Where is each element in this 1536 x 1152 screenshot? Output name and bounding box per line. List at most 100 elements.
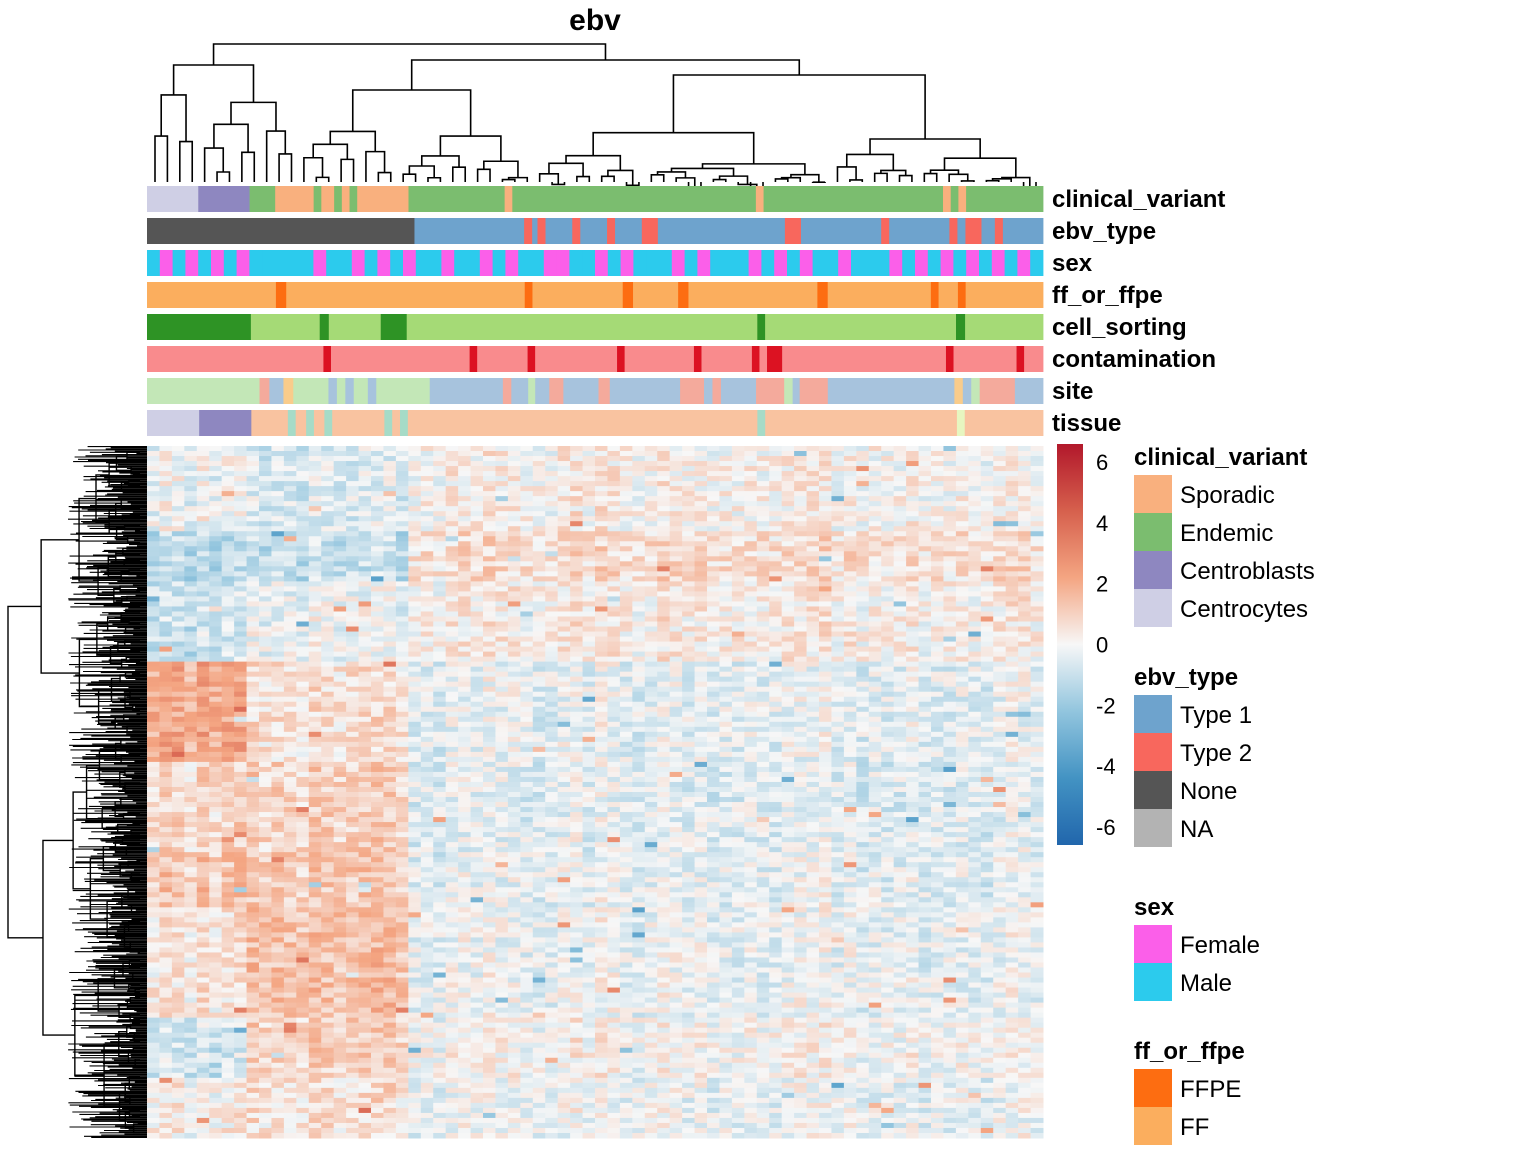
heatmap-cell — [980, 606, 994, 612]
heatmap-cell — [881, 616, 895, 622]
heatmap-cell — [719, 731, 733, 738]
heatmap-cell — [744, 716, 758, 723]
heatmap-cell — [1030, 586, 1044, 592]
heatmap-cell — [445, 751, 459, 758]
heatmap-cell — [196, 681, 210, 688]
heatmap-cell — [918, 631, 932, 638]
heatmap-cell — [445, 476, 459, 482]
heatmap-cell — [794, 626, 808, 633]
heatmap-cell — [196, 666, 210, 673]
heatmap-cell — [570, 516, 584, 522]
heatmap-cell — [868, 676, 882, 683]
heatmap-cell — [433, 556, 447, 562]
heatmap-cell — [271, 561, 285, 567]
annotation-cell — [657, 218, 786, 244]
heatmap-cell — [632, 626, 646, 633]
heatmap-cell — [545, 506, 559, 512]
heatmap-cell — [868, 446, 882, 452]
heatmap-cell — [570, 551, 584, 557]
heatmap-cell — [619, 761, 633, 768]
heatmap-cell — [843, 566, 857, 572]
heatmap-cell — [346, 641, 360, 648]
heatmap-cell — [259, 741, 272, 748]
heatmap-cell — [781, 456, 795, 462]
heatmap-cell — [607, 671, 621, 678]
heatmap-cell — [955, 511, 969, 517]
heatmap-cell — [906, 636, 920, 643]
heatmap-cell — [458, 681, 472, 688]
heatmap-cell — [881, 626, 895, 633]
heatmap-cell — [1018, 496, 1032, 502]
heatmap-cell — [955, 676, 969, 683]
heatmap-cell — [184, 531, 198, 537]
heatmap-cell — [283, 481, 297, 487]
annotation-cell — [957, 218, 966, 244]
heatmap-cell — [906, 751, 920, 758]
heatmap-cell — [458, 586, 472, 592]
heatmap-cell — [520, 531, 534, 537]
heatmap-cell — [532, 601, 546, 607]
heatmap-cell — [545, 616, 559, 622]
heatmap-cell — [707, 701, 720, 708]
heatmap-cell — [296, 456, 310, 462]
heatmap-cell — [644, 676, 658, 683]
heatmap-cell — [843, 736, 857, 743]
heatmap-cell — [694, 636, 708, 643]
heatmap-cell — [171, 636, 185, 643]
annotation-cell — [763, 186, 944, 212]
heatmap-cell — [893, 556, 907, 562]
heatmap-cell — [420, 541, 434, 547]
heatmap-cell — [893, 481, 907, 487]
heatmap-cell — [333, 551, 347, 557]
heatmap-cell — [408, 676, 422, 683]
heatmap-cell — [955, 601, 969, 607]
heatmap-cell — [806, 491, 820, 497]
heatmap-cell — [968, 716, 982, 723]
heatmap-cell — [931, 746, 944, 753]
heatmap-cell — [495, 501, 509, 507]
heatmap-cell — [333, 466, 347, 472]
heatmap-cell — [383, 646, 397, 653]
heatmap-cell — [283, 731, 297, 738]
heatmap-cell — [495, 736, 509, 743]
heatmap-cell — [781, 691, 795, 698]
heatmap-cell — [433, 761, 447, 768]
heatmap-cell — [545, 646, 559, 653]
heatmap-cell — [420, 551, 434, 557]
heatmap-cell — [383, 541, 397, 547]
heatmap-cell — [607, 676, 621, 683]
heatmap-cell — [532, 596, 546, 602]
heatmap-cell — [893, 456, 907, 462]
heatmap-cell — [731, 691, 745, 698]
heatmap-cell — [171, 541, 185, 547]
heatmap-cell — [433, 746, 447, 753]
heatmap-cell — [371, 491, 384, 497]
heatmap-cell — [781, 581, 795, 587]
heatmap-cell — [955, 621, 969, 628]
heatmap-cell — [744, 531, 758, 537]
heatmap-cell — [246, 716, 260, 723]
heatmap-cell — [744, 751, 758, 758]
heatmap-cell — [532, 691, 546, 698]
heatmap-cell — [184, 606, 198, 612]
heatmap-cell — [794, 646, 808, 653]
heatmap-cell — [694, 566, 708, 572]
heatmap-cell — [234, 536, 248, 542]
heatmap-cell — [383, 626, 397, 633]
heatmap-cell — [806, 576, 820, 582]
heatmap-cell — [147, 596, 160, 602]
heatmap-cell — [980, 746, 994, 753]
heatmap-cell — [1030, 531, 1044, 537]
heatmap-cell — [719, 591, 733, 597]
heatmap-cell — [532, 696, 546, 703]
heatmap-cell — [520, 536, 534, 542]
heatmap-cell — [669, 626, 683, 633]
heatmap-cell — [893, 546, 907, 552]
heatmap-cell — [371, 651, 384, 658]
heatmap-cell — [458, 641, 472, 648]
heatmap-cell — [719, 486, 733, 492]
heatmap-cell — [980, 471, 994, 477]
heatmap-cell — [495, 486, 509, 492]
heatmap-cell — [570, 646, 584, 653]
heatmap-cell — [470, 621, 484, 628]
